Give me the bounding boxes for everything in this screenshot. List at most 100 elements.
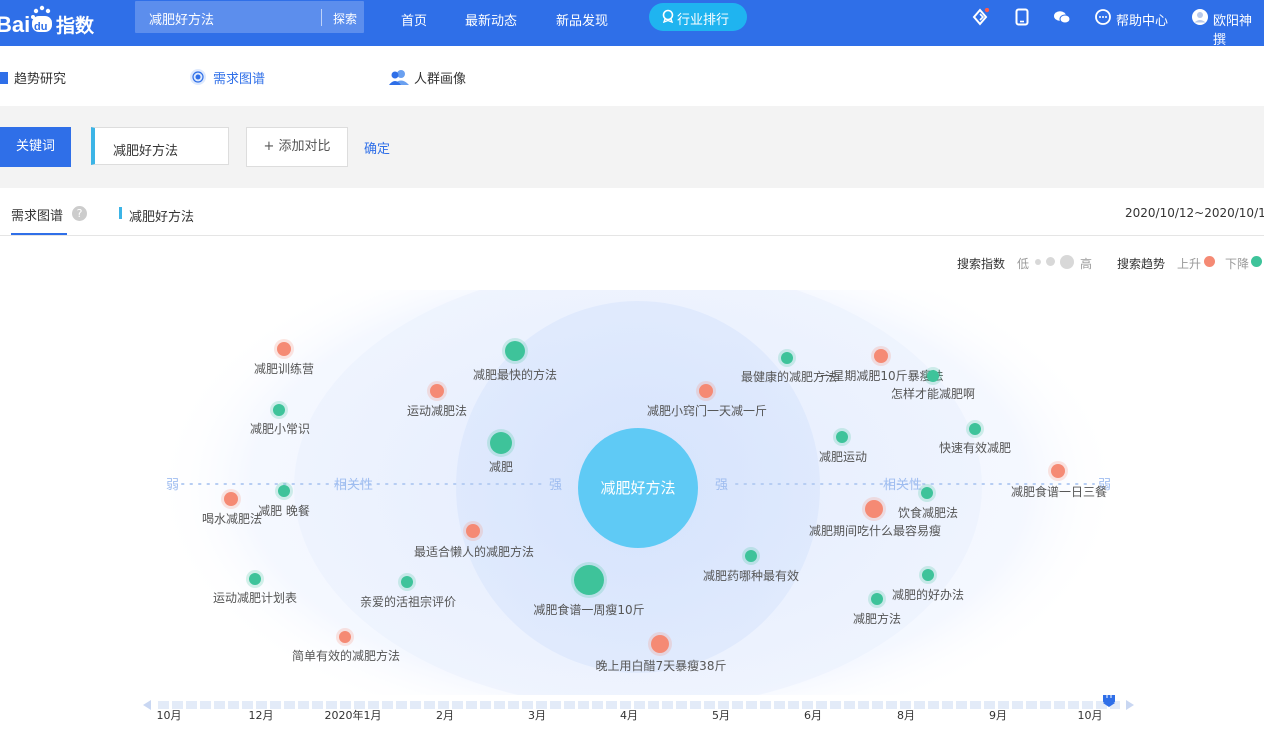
node-label[interactable]: 运动减肥法 (407, 404, 467, 418)
node-label[interactable]: 减肥食谱一周瘦10斤 (533, 602, 644, 617)
graph-node[interactable]: 减肥 晚餐 (258, 482, 310, 518)
search-input[interactable]: 减肥好方法 (149, 13, 215, 28)
industry-rank-button[interactable]: 行业排行 (649, 3, 747, 31)
graph-node[interactable]: 减肥运动 (819, 428, 867, 464)
node-dot[interactable] (927, 370, 939, 382)
node-label[interactable]: 减肥药哪种最有效 (703, 568, 799, 583)
node-dot[interactable] (699, 384, 713, 398)
node-label[interactable]: 喝水减肥法 (202, 512, 262, 526)
node-label[interactable]: 减肥小窍门一天减一斤 (647, 403, 767, 418)
node-dot[interactable] (874, 349, 888, 363)
keyword-field[interactable]: 减肥好方法 (91, 127, 229, 165)
node-label[interactable]: 饮食减肥法 (898, 505, 958, 520)
node-label[interactable]: 减肥期间吃什么最容易瘦 (809, 523, 941, 538)
graph-node[interactable]: 减肥食谱一日三餐 (1011, 461, 1107, 499)
node-dot[interactable] (505, 341, 525, 361)
graph-node[interactable]: 怎样才能减肥啊 (891, 367, 975, 401)
node-label[interactable]: 一星期减肥10斤暴瘦法 (820, 368, 943, 383)
node-dot[interactable] (921, 487, 933, 499)
node-dot[interactable] (651, 635, 669, 653)
timeline-prev-arrow[interactable] (143, 700, 151, 710)
subnav-crowd-portrait[interactable]: 人群画像 (414, 72, 467, 87)
node-dot[interactable] (781, 352, 793, 364)
baidu-index-logo[interactable]: Bai du 指数 (0, 2, 96, 42)
node-label[interactable]: 减肥的好办法 (892, 587, 964, 602)
node-label[interactable]: 怎样才能减肥啊 (891, 386, 975, 401)
node-label[interactable]: 快速有效减肥 (939, 440, 1011, 455)
graph-node[interactable]: 减肥期间吃什么最容易瘦 (809, 497, 941, 538)
node-dot[interactable] (273, 404, 285, 416)
node-label[interactable]: 最健康的减肥方法 (741, 369, 837, 384)
node-dot[interactable] (277, 342, 291, 356)
graph-node[interactable]: 最适合懒人的减肥方法 (414, 521, 534, 559)
graph-node[interactable]: 晚上用白醋7天暴瘦38斤 (596, 632, 727, 673)
user-avatar[interactable] (1191, 8, 1209, 26)
node-dot[interactable] (249, 573, 261, 585)
node-label[interactable]: 减肥训练营 (254, 361, 314, 376)
node-label[interactable]: 减肥食谱一日三餐 (1011, 484, 1107, 499)
node-label[interactable]: 减肥运动 (819, 450, 867, 464)
help-icon[interactable]: ? (72, 206, 87, 221)
node-dot[interactable] (490, 432, 512, 454)
node-dot[interactable] (574, 565, 604, 595)
graph-node[interactable]: 减肥 (487, 429, 515, 474)
node-dot[interactable] (969, 423, 981, 435)
node-label[interactable]: 减肥最快的方法 (473, 367, 557, 382)
confirm-button[interactable]: 确定 (364, 142, 391, 157)
node-label[interactable]: 晚上用白醋7天暴瘦38斤 (596, 658, 727, 673)
node-dot[interactable] (401, 576, 413, 588)
nav-home[interactable]: 首页 (401, 14, 428, 29)
tab-demand-map[interactable]: 需求图谱 (11, 209, 64, 224)
add-compare-button[interactable]: + 添加对比 (246, 127, 348, 167)
date-range[interactable]: 2020/10/12~2020/10/18 (1125, 206, 1264, 220)
node-dot[interactable] (745, 550, 757, 562)
node-dot[interactable] (922, 569, 934, 581)
nav-latest[interactable]: 最新动态 (465, 14, 518, 29)
node-label[interactable]: 减肥小常识 (250, 422, 310, 436)
timeline-next-arrow[interactable] (1126, 700, 1134, 710)
node-dot[interactable] (466, 524, 480, 538)
graph-node[interactable]: 运动减肥法 (407, 381, 467, 418)
user-name[interactable]: 欧阳神撰 (1213, 14, 1253, 48)
graph-node[interactable]: 减肥小常识 (250, 401, 310, 436)
node-label[interactable]: 减肥 晚餐 (258, 503, 310, 518)
graph-node[interactable]: 减肥训练营 (254, 339, 314, 376)
node-label[interactable]: 减肥方法 (853, 611, 901, 626)
node-dot[interactable] (224, 492, 238, 506)
diamond-link-icon[interactable] (971, 8, 989, 26)
search-box[interactable]: 减肥好方法 探索 (135, 1, 364, 33)
graph-node[interactable]: 亲爱的活祖宗评价 (360, 573, 456, 609)
node-dot[interactable] (430, 384, 444, 398)
timeline-handle[interactable] (1103, 695, 1115, 707)
center-keyword-bubble[interactable] (578, 428, 698, 548)
graph-node[interactable]: 运动减肥计划表 (213, 570, 297, 605)
graph-node[interactable]: 最健康的减肥方法 (741, 349, 837, 384)
node-dot[interactable] (871, 593, 883, 605)
node-label[interactable]: 运动减肥计划表 (213, 591, 297, 605)
mobile-icon[interactable] (1013, 8, 1031, 26)
subnav-trend-research[interactable]: 趋势研究 (14, 72, 67, 87)
graph-node[interactable]: 饮食减肥法 (898, 484, 958, 520)
node-label[interactable]: 亲爱的活祖宗评价 (360, 594, 456, 609)
help-center-link[interactable]: 帮助中心 (1116, 14, 1169, 29)
node-dot[interactable] (836, 431, 848, 443)
node-dot[interactable] (865, 500, 883, 518)
wechat-icon[interactable] (1053, 8, 1071, 26)
graph-node[interactable]: 快速有效减肥 (939, 420, 1011, 455)
node-label[interactable]: 简单有效的减肥方法 (292, 648, 400, 663)
graph-node[interactable]: 减肥的好办法 (892, 566, 964, 602)
node-dot[interactable] (1051, 464, 1065, 478)
node-dot[interactable] (339, 631, 351, 643)
node-label[interactable]: 最适合懒人的减肥方法 (414, 544, 534, 559)
graph-node[interactable]: 减肥方法 (853, 590, 901, 626)
search-button[interactable]: 探索 (333, 12, 358, 26)
graph-node[interactable]: 减肥药哪种最有效 (703, 547, 799, 583)
subnav-demand-map[interactable]: 需求图谱 (213, 72, 266, 87)
node-label[interactable]: 减肥 (489, 460, 513, 474)
graph-node[interactable]: 喝水减肥法 (202, 489, 262, 526)
graph-node[interactable]: 减肥食谱一周瘦10斤 (533, 562, 645, 617)
graph-node[interactable]: 减肥小窍门一天减一斤 (647, 381, 767, 418)
graph-node[interactable]: 减肥最快的方法 (473, 338, 557, 382)
graph-node[interactable]: 简单有效的减肥方法 (292, 628, 400, 663)
node-dot[interactable] (278, 485, 290, 497)
